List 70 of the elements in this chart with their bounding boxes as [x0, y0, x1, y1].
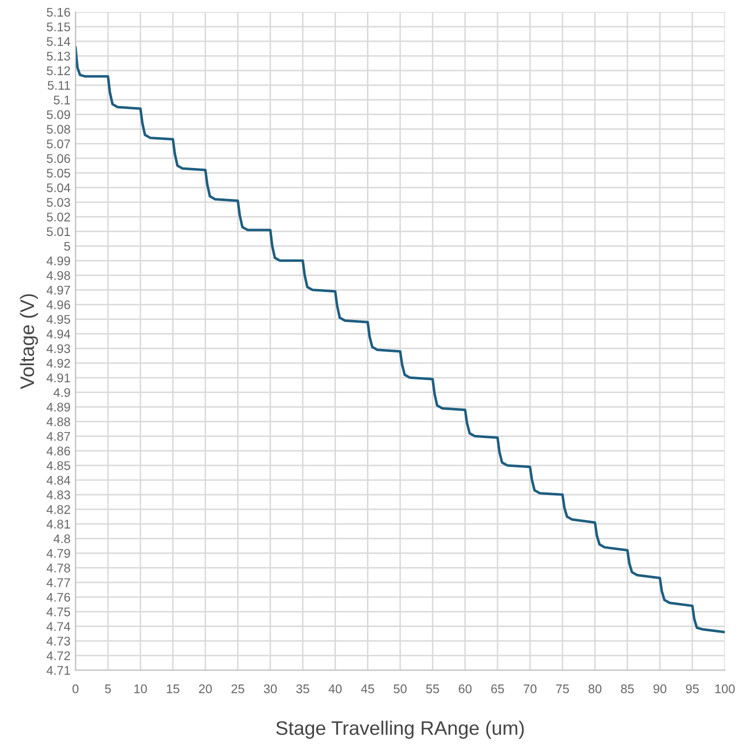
- y-tick-label: 5.01: [46, 227, 70, 236]
- y-tick-label: 4.91: [46, 373, 70, 382]
- y-tick-label: 4.77: [46, 578, 70, 587]
- y-tick-label: 4.76: [46, 592, 70, 602]
- y-tick-label: 5.12: [46, 66, 70, 76]
- x-tick-label: 50: [394, 684, 407, 694]
- y-tick-label: 5.14: [46, 37, 70, 46]
- y-tick-label: 4.86: [46, 446, 70, 456]
- x-tick-label: 95: [686, 684, 699, 694]
- y-tick-label: 4.72: [46, 651, 70, 660]
- y-tick-label: 4.95: [46, 314, 70, 324]
- y-tick-label: 5.09: [46, 110, 70, 120]
- y-tick-label: 5.08: [46, 124, 70, 134]
- x-tick-label: 55: [426, 684, 440, 694]
- y-tick-label: 4.97: [46, 286, 70, 295]
- x-tick-label: 60: [458, 684, 472, 694]
- x-tick-label: 90: [654, 684, 666, 694]
- y-tick-label: 5.04: [46, 183, 70, 192]
- y-tick-label: 5.1: [54, 96, 70, 104]
- y-tick-label: 4.81: [46, 520, 70, 529]
- x-tick-label: 5: [104, 684, 111, 694]
- y-tick-label: 4.74: [46, 622, 70, 631]
- y-tick-label: 4.9: [54, 388, 70, 397]
- y-tick-label: 5.16: [46, 8, 70, 17]
- x-tick-label: 15: [166, 684, 180, 694]
- y-tick-label: 4.78: [46, 564, 70, 572]
- x-tick-label: 10: [134, 684, 147, 694]
- y-tick-label: 4.92: [46, 358, 70, 368]
- y-tick-label: 5.06: [46, 154, 70, 163]
- x-tick-label: 30: [264, 684, 277, 694]
- x-tick-label: 35: [296, 684, 310, 694]
- y-tick-label: 4.75: [46, 608, 70, 616]
- y-tick-label: 5.07: [46, 139, 70, 148]
- y-tick-label: 4.99: [46, 256, 70, 266]
- y-tick-label: 4.84: [46, 476, 70, 485]
- y-tick-label: 4.96: [46, 300, 70, 310]
- x-tick-label: 40: [328, 684, 342, 694]
- y-tick-label: 5.05: [46, 168, 70, 178]
- y-tick-label: 4.98: [46, 271, 70, 280]
- y-tick-label: 4.82: [46, 505, 70, 514]
- y-tick-label: 4.88: [46, 417, 70, 426]
- y-tick-label: 4.93: [46, 344, 70, 354]
- x-tick-label: 75: [556, 684, 569, 694]
- x-tick-label: 65: [491, 684, 504, 694]
- y-tick-label: 4.94: [46, 330, 70, 338]
- y-tick-label: 4.85: [46, 461, 70, 470]
- x-tick-label: 25: [232, 684, 244, 694]
- y-tick-label: 4.71: [46, 666, 70, 675]
- y-tick-label: 4.87: [46, 432, 70, 441]
- x-tick-label: 45: [361, 684, 374, 694]
- x-tick-label: 20: [199, 684, 212, 694]
- y-axis-title: Voltage (V): [20, 294, 38, 390]
- y-tick-label: 4.8: [54, 534, 70, 544]
- y-tick-label: 5.03: [46, 198, 70, 207]
- y-tick-label: 4.83: [46, 490, 70, 500]
- x-tick-label: 80: [588, 684, 602, 694]
- y-tick-label: 4.79: [46, 548, 70, 558]
- line-series: [76, 46, 725, 634]
- x-tick-label: 85: [620, 684, 634, 694]
- x-tick-label: 0: [72, 684, 78, 694]
- y-tick-label: 5.11: [48, 81, 70, 90]
- y-tick-label: 5.13: [46, 52, 70, 61]
- y-tick-label: 4.73: [46, 636, 70, 646]
- y-tick-label: 5.15: [46, 22, 70, 32]
- x-axis-title: Stage Travelling RAnge (um): [276, 720, 524, 739]
- x-tick-label: 100: [715, 684, 735, 694]
- y-tick-label: 5.02: [46, 212, 70, 222]
- y-tick-label: 5: [64, 242, 70, 251]
- x-tick-label: 70: [524, 684, 536, 694]
- y-tick-label: 4.89: [46, 402, 70, 412]
